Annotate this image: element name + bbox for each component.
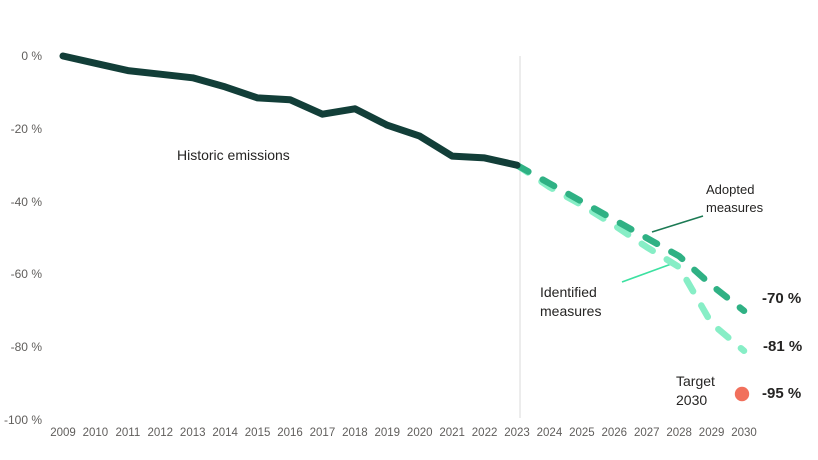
- x-axis-tick-label: 2021: [439, 427, 465, 439]
- identified-measures-label: Identified measures: [540, 284, 602, 319]
- x-axis-tick-label: 2030: [731, 427, 757, 439]
- target-2030-dot: [734, 386, 750, 402]
- x-axis-tick-label: 2029: [698, 427, 725, 439]
- identified-measures-line: [513, 161, 748, 355]
- adopted-measures-line: [513, 161, 748, 315]
- target-2030-label: Target 2030: [676, 373, 715, 408]
- adopted-end-value-label: -70 %: [762, 290, 802, 307]
- x-axis-tick-label: 2023: [504, 427, 530, 439]
- historic-emissions-line: [59, 52, 521, 169]
- x-axis-tick-label: 2019: [374, 427, 401, 439]
- y-axis-tick-label: -80 %: [10, 340, 42, 355]
- target-end-value-label: -95 %: [762, 385, 802, 402]
- x-axis-tick-label: 2020: [406, 427, 433, 439]
- x-axis-tick-label: 2009: [50, 427, 76, 439]
- x-axis-tick-label: 2018: [342, 427, 368, 439]
- x-axis-tick-label: 2025: [569, 427, 595, 439]
- x-axis-tick-label: 2013: [179, 427, 206, 439]
- adopted-measures-label: Adopted measures: [706, 182, 764, 215]
- x-axis-tick-label: 2010: [82, 427, 109, 439]
- x-axis-tick-label: 2014: [212, 427, 238, 439]
- x-axis-tick-label: 2027: [633, 427, 660, 439]
- x-axis-tick-label: 2011: [115, 427, 141, 439]
- y-axis-tick-label: -40 %: [10, 194, 42, 209]
- y-axis-tick-label: -60 %: [10, 267, 42, 282]
- y-axis-tick-label: -100 %: [3, 413, 42, 427]
- x-axis-tick-label: 2012: [147, 427, 174, 439]
- x-axis-tick-label: 2016: [277, 427, 303, 439]
- x-axis-tick-label: 2022: [471, 427, 498, 439]
- adopted-measures-callout-line: [651, 215, 704, 233]
- y-axis-tick-label: -20 %: [10, 121, 42, 136]
- x-axis-tick-label: 2017: [309, 427, 336, 439]
- x-axis-tick-label: 2015: [244, 427, 271, 439]
- x-axis-tick-label: 2024: [536, 427, 563, 439]
- identified-measures-callout-line: [621, 262, 675, 283]
- identified-end-value-label: -81 %: [763, 338, 803, 355]
- y-axis-tick-label: 0 %: [21, 49, 42, 63]
- historic-emissions-label: Historic emissions: [177, 147, 290, 163]
- x-axis-tick-label: 2028: [666, 427, 692, 439]
- x-axis-tick-label: 2026: [601, 427, 628, 439]
